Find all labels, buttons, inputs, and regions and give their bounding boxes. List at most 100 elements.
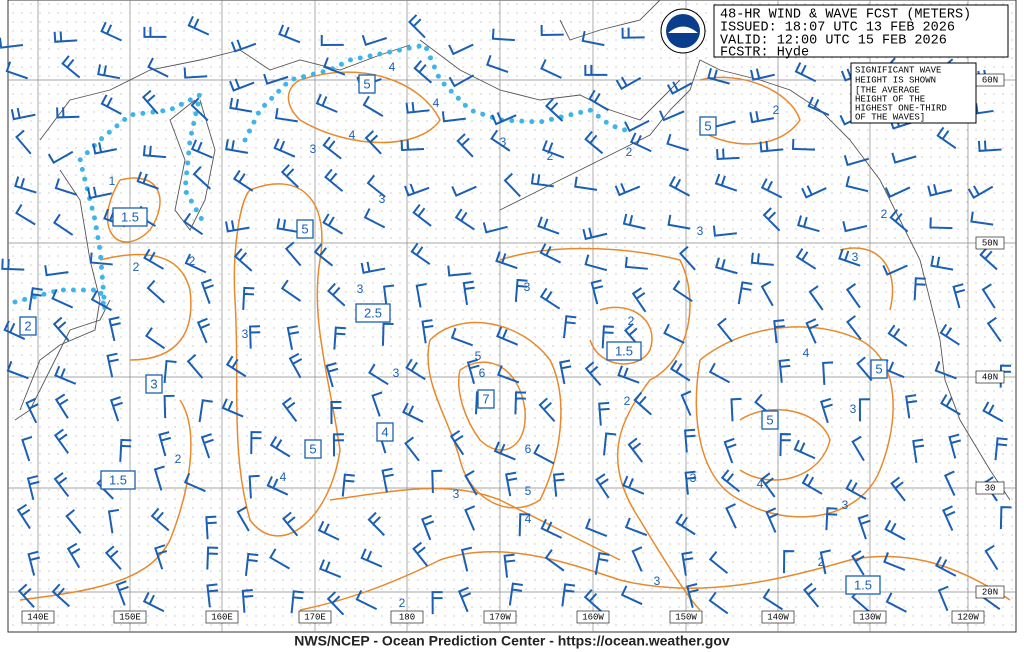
wind-barb: [1, 258, 25, 271]
wind-barb: [273, 138, 296, 158]
contour-label: 3: [852, 250, 859, 264]
contour-label: 6: [525, 442, 532, 456]
boxed-wave-height: 1.5: [615, 343, 633, 358]
note-box: [850, 62, 977, 124]
longitude-label: 150E: [119, 612, 141, 622]
lon-label-box: [298, 610, 332, 624]
wind-barb: [819, 549, 831, 575]
wind-barb: [278, 24, 301, 44]
wind-barb: [290, 590, 304, 614]
header-line: FCSTR: Hyde: [720, 46, 809, 61]
longitude-label: 130W: [859, 612, 881, 622]
lat-label-box: [975, 370, 1005, 384]
wind-barb: [53, 472, 70, 498]
wind-barb: [716, 317, 733, 343]
wind-barb: [595, 473, 610, 499]
wind-barb: [280, 164, 299, 188]
wind-barb: [614, 183, 641, 197]
wind-barb: [364, 130, 382, 155]
lon-label-box: [576, 610, 610, 624]
wind-barb: [144, 327, 166, 350]
contour-label: 3: [379, 192, 386, 206]
latitude-label: 20N: [982, 587, 998, 597]
wind-barb: [979, 246, 998, 271]
wind-barb: [412, 203, 432, 227]
wind-barb: [404, 436, 420, 462]
wind-barb: [10, 107, 36, 121]
wind-barb: [936, 126, 957, 150]
wind-barb: [266, 475, 289, 496]
wind-barb: [100, 94, 122, 115]
wind-barb: [540, 518, 563, 539]
wind-barb: [615, 76, 642, 91]
wind-barb: [361, 34, 388, 46]
wind-barb: [163, 394, 175, 419]
wind-barb: [282, 511, 299, 537]
wind-barb: [97, 64, 121, 80]
wind-barb: [912, 438, 925, 463]
wind-barb: [225, 355, 247, 378]
wind-barb: [276, 218, 300, 234]
wind-barb: [934, 360, 957, 380]
wind-barb: [999, 506, 1012, 530]
wind-barb: [482, 222, 508, 234]
wind-barb: [666, 133, 689, 152]
wind-barb: [538, 397, 556, 423]
wind-barb: [884, 519, 906, 541]
longitude-label: 140E: [27, 612, 49, 622]
wind-barb: [333, 326, 346, 350]
wind-barb: [882, 264, 908, 276]
note-line: [THE AVERAGE: [855, 85, 920, 95]
latitude-label: 40N: [982, 372, 998, 382]
wind-barb: [51, 288, 74, 309]
latitude-label: 50N: [982, 238, 998, 248]
wind-barb: [759, 140, 784, 153]
wind-barb: [142, 592, 165, 613]
wind-barb: [624, 256, 648, 270]
wind-barb: [750, 252, 774, 266]
wind-barb: [51, 583, 71, 608]
wind-barb: [552, 472, 565, 497]
wind-barb: [583, 589, 603, 613]
wind-barb: [109, 396, 123, 422]
wind-barb: [725, 503, 737, 529]
wind-barb: [760, 472, 776, 498]
wind-barb: [28, 287, 43, 311]
wind-barb: [514, 391, 527, 415]
wind-barb: [884, 186, 911, 198]
wind-barb: [791, 138, 816, 151]
wind-barb: [154, 544, 168, 570]
wind-barb: [801, 185, 827, 199]
wind-barb: [158, 431, 172, 457]
wind-barb: [905, 394, 918, 419]
wind-barb: [760, 280, 774, 307]
wind-barb: [27, 550, 41, 576]
wind-barb: [984, 544, 999, 571]
contour-label: 3: [357, 282, 364, 296]
wind-barb: [450, 327, 474, 347]
note-line: SIGNIFICANT WAVE: [855, 65, 941, 75]
footer: NWS/NCEP - Ocean Prediction Center - htt…: [294, 633, 730, 649]
wind-barb: [147, 57, 169, 78]
wind-barb: [544, 98, 564, 122]
boxed-wave-height: 5: [704, 118, 711, 133]
wind-barb: [935, 556, 957, 577]
wind-barb: [462, 280, 475, 306]
wave-box: [358, 74, 376, 94]
wind-barb: [967, 185, 994, 199]
wind-barb: [371, 391, 383, 417]
wind-barb: [539, 287, 561, 310]
wind-barb: [448, 74, 475, 88]
lat-label-box: [975, 585, 1005, 599]
wind-barb: [87, 186, 112, 200]
wind-barb: [669, 359, 691, 382]
wind-barb: [405, 358, 426, 381]
wind-barb: [363, 208, 386, 229]
wind-barb: [681, 551, 694, 576]
wind-barb: [315, 93, 338, 113]
wind-barb: [537, 216, 560, 235]
wind-barb: [497, 365, 520, 384]
wind-barb: [280, 279, 301, 302]
wind-barb: [493, 441, 516, 461]
